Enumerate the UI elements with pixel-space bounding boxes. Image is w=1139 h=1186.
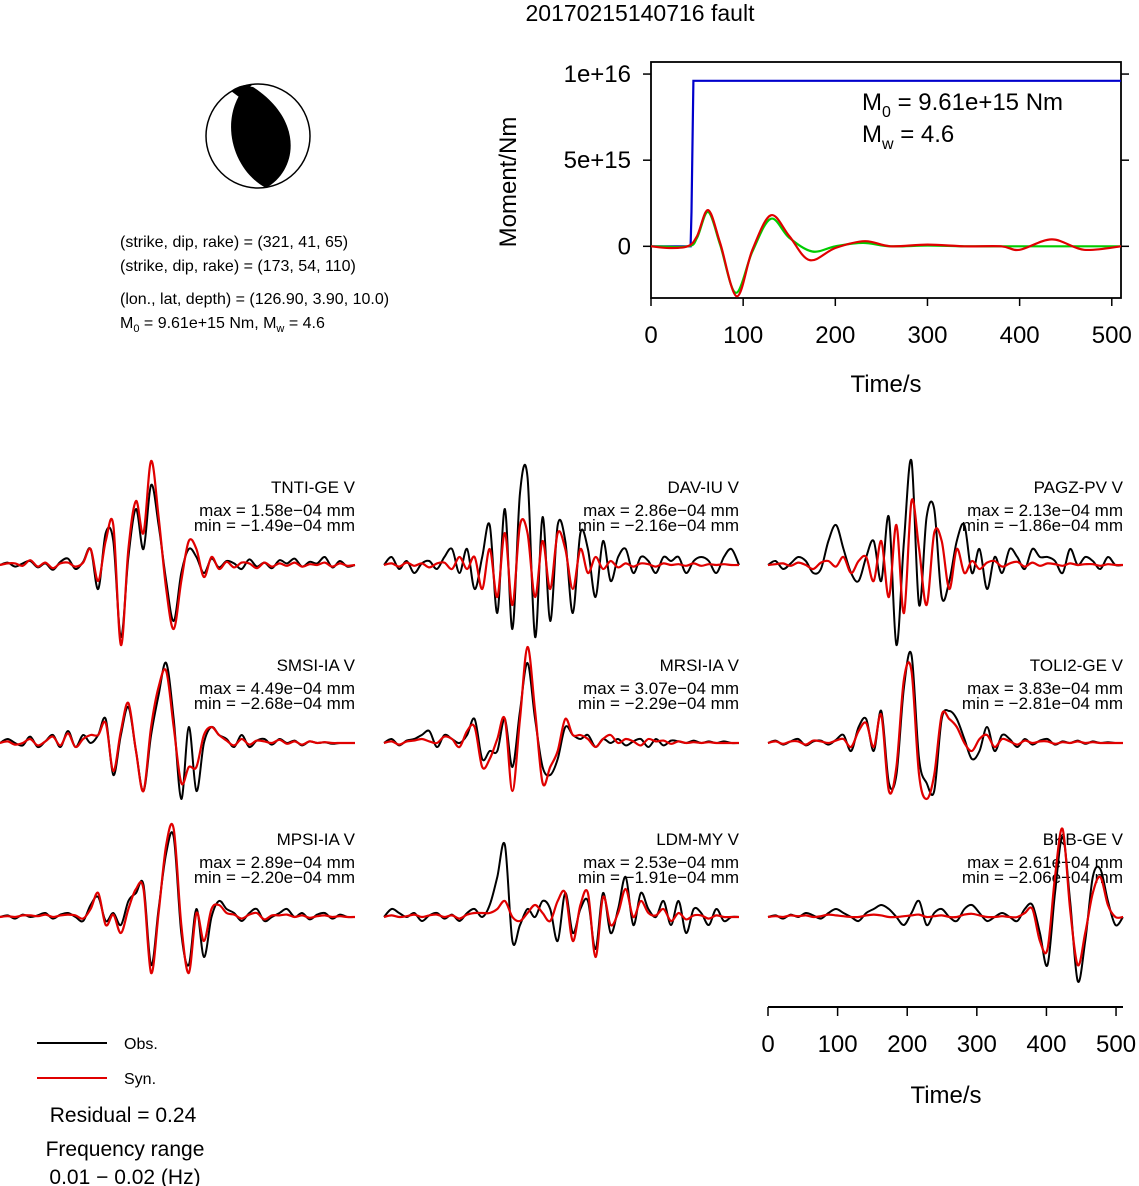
moment-xtick-label: 0 xyxy=(644,322,657,349)
moment-xtick-label: 200 xyxy=(815,322,855,349)
moment-xtick-label: 100 xyxy=(723,322,763,349)
station-name: LDM-MY V xyxy=(656,830,739,849)
observed-waveform-line xyxy=(383,841,740,951)
station-min: min = −1.91e−04 mm xyxy=(578,868,739,887)
station-min: min = −1.86e−04 mm xyxy=(962,516,1123,535)
station-name: TOLI2-GE V xyxy=(1030,656,1124,675)
waveform-xtick-label: 500 xyxy=(1096,1031,1136,1058)
synthetic-waveform-line xyxy=(383,517,740,607)
moment-rate-line xyxy=(650,208,1122,298)
moment-ytick-label: 5e+15 xyxy=(564,147,631,174)
waveform-xtick-label: 400 xyxy=(1026,1031,1066,1058)
station-max: max = 2.53e−04 mm xyxy=(583,853,739,872)
station-max: max = 2.86e−04 mm xyxy=(583,501,739,520)
frequency-range-value: 0.01 − 0.02 (Hz) xyxy=(49,1166,200,1186)
focal-plane1: (strike, dip, rake) = (321, 41, 65) xyxy=(120,234,348,251)
moment-rate-fit-line xyxy=(650,210,1121,294)
synthetic-waveform-line xyxy=(0,668,355,793)
moment-plot-frame xyxy=(650,61,1122,299)
station-max: max = 4.49e−04 mm xyxy=(199,679,355,698)
moment-annotation-m0: M0 = 9.61e+15 Nm xyxy=(862,89,1063,121)
waveform-xtick-label: 200 xyxy=(887,1031,927,1058)
moment-xlabel: Time/s xyxy=(850,371,921,398)
synthetic-waveform-line xyxy=(383,887,739,959)
station-name: DAV-IU V xyxy=(668,478,740,497)
station-min: min = −2.68e−04 mm xyxy=(194,694,355,713)
moment-ytick-label: 0 xyxy=(618,233,631,260)
station-min: min = −2.20e−04 mm xyxy=(194,868,355,887)
synthetic-waveform-line xyxy=(767,827,1124,967)
focal-location: (lon., lat, depth) = (126.90, 3.90, 10.0… xyxy=(120,291,389,308)
station-max: max = 1.58e−04 mm xyxy=(199,501,355,520)
station-min: min = −2.16e−04 mm xyxy=(578,516,739,535)
moment-xtick-label: 400 xyxy=(1000,322,1040,349)
moment-ylabel: Moment/Nm xyxy=(495,117,522,248)
moment-rate-plot: 0 100 200 300 400 500 0 5e+15 1e+16 Time/s Momen… xyxy=(495,61,1132,398)
residual-text: Residual = 0.24 xyxy=(50,1104,197,1127)
waveform-xtick-label: 300 xyxy=(957,1031,997,1058)
station-max: max = 2.13e−04 mm xyxy=(967,501,1123,520)
synthetic-waveform-line xyxy=(383,645,739,793)
synthetic-waveform-line xyxy=(0,822,356,975)
station-max: max = 2.61e−04 mm xyxy=(967,853,1123,872)
moment-xtick-label: 500 xyxy=(1092,322,1132,349)
focal-plane2: (strike, dip, rake) = (173, 54, 110) xyxy=(120,258,356,275)
focal-moment: M0 = 9.61e+15 Nm, Mw = 4.6 xyxy=(120,315,325,335)
figure-title: 20170215140716 fault xyxy=(526,0,756,26)
station-max: max = 2.89e−04 mm xyxy=(199,853,355,872)
station-name: SMSI-IA V xyxy=(277,656,356,675)
waveform-xtick-label: 0 xyxy=(761,1031,774,1058)
waveform-xtick-label: 100 xyxy=(818,1031,858,1058)
station-max: max = 3.07e−04 mm xyxy=(583,679,739,698)
station-name: PAGZ-PV V xyxy=(1034,478,1124,497)
focal-mechanism-beachball xyxy=(205,83,311,189)
station-min: min = −1.49e−04 mm xyxy=(194,516,355,535)
station-name: MPSI-IA V xyxy=(277,830,356,849)
station-name: MRSI-IA V xyxy=(660,656,740,675)
legend-syn-label: Syn. xyxy=(124,1071,156,1088)
station-min: min = −2.81e−04 mm xyxy=(962,694,1123,713)
station-min: min = −2.06e−04 mm xyxy=(962,868,1123,887)
moment-ytick-label: 1e+16 xyxy=(564,61,631,88)
station-min: min = −2.29e−04 mm xyxy=(578,694,739,713)
legend-obs-label: Obs. xyxy=(124,1036,158,1053)
synthetic-waveform-line xyxy=(767,661,1123,801)
waveform-time-axis: 0 100 200 300 400 500 xyxy=(761,1006,1136,1058)
waveform-xlabel: Time/s xyxy=(910,1082,981,1109)
synthetic-waveform-line xyxy=(767,498,1124,615)
station-max: max = 3.83e−04 mm xyxy=(967,679,1123,698)
moment-xtick-label: 300 xyxy=(907,322,947,349)
legend: Obs. Syn. xyxy=(37,1036,158,1088)
moment-annotation-mw: Mw = 4.6 xyxy=(862,121,954,153)
observed-waveform-line xyxy=(0,483,356,639)
frequency-range-title: Frequency range xyxy=(46,1138,205,1161)
observed-waveform-line xyxy=(767,458,1124,647)
station-name: BKB-GE V xyxy=(1043,830,1124,849)
synthetic-waveform-line xyxy=(0,459,356,647)
station-name: TNTI-GE V xyxy=(271,478,356,497)
observed-waveform-line xyxy=(383,463,740,639)
